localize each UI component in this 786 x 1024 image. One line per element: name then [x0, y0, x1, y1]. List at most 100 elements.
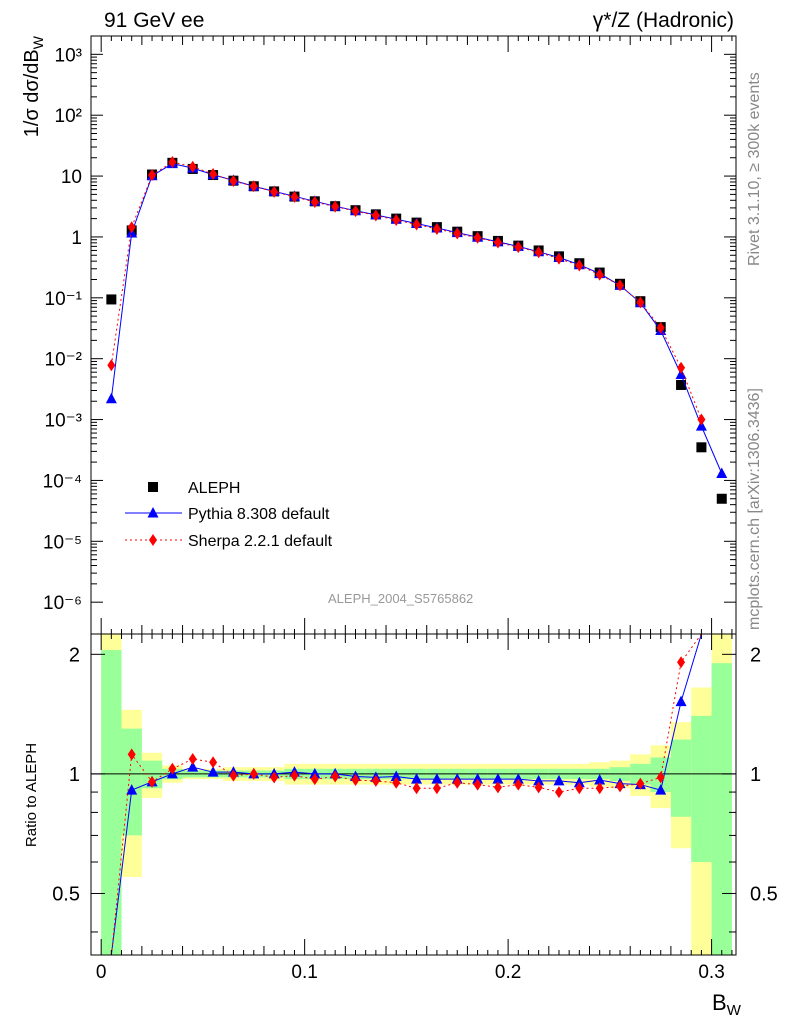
ratio-point — [229, 769, 238, 782]
ratio-point — [310, 773, 319, 786]
y-tick-label: 10⁻² — [45, 350, 83, 371]
legend-marker — [148, 482, 158, 492]
ratio-point — [126, 784, 138, 795]
ratio-point — [411, 773, 423, 784]
x-tick-label: 0 — [96, 962, 107, 983]
legend-label: Pythia 8.308 default — [188, 506, 330, 523]
band-inner — [141, 760, 163, 789]
y-tick-label: 10⁻⁴ — [43, 471, 82, 492]
ratio-y-tick-label: 0.5 — [52, 883, 80, 905]
ratio-point — [473, 778, 482, 791]
y-tick-label: 10⁻⁶ — [43, 593, 82, 614]
data-point — [697, 413, 706, 426]
band-inner — [121, 728, 142, 836]
ratio-y-tick-label: 2 — [69, 644, 80, 666]
ratio-point — [472, 773, 484, 784]
band-inner — [691, 715, 712, 863]
data-point — [270, 185, 279, 198]
band-inner — [711, 663, 732, 955]
data-point — [453, 227, 462, 240]
legend-label: ALEPH — [188, 480, 240, 497]
data-point — [534, 246, 543, 259]
data-point — [107, 359, 116, 372]
legend-marker — [149, 534, 157, 546]
ratio-y-tick-label: 2 — [750, 644, 761, 666]
y-tick-label: 10² — [55, 106, 82, 127]
ratio-y-tick-label: 1 — [750, 764, 761, 786]
data-point — [676, 379, 687, 390]
ratio-y-tick-label: 1 — [69, 764, 80, 786]
data-point — [575, 259, 584, 272]
ratio-point — [512, 773, 524, 784]
ratio-point — [270, 771, 279, 784]
data-point — [188, 160, 197, 173]
data-point — [595, 268, 604, 281]
series-line — [110, 163, 723, 474]
ratio-point — [677, 656, 686, 669]
data-point — [554, 252, 563, 265]
data-point — [392, 213, 401, 226]
y-tick-label: 10⁻¹ — [45, 289, 83, 310]
header-right-label: γ*/Z (Hadronic) — [592, 9, 734, 32]
series-line — [110, 161, 702, 420]
x-axis-label: BW — [712, 990, 742, 1019]
ratio-line — [110, 633, 702, 956]
ratio-point — [412, 782, 421, 795]
ratio-point — [351, 774, 360, 787]
ratio-point — [514, 778, 523, 791]
ratio-point — [187, 761, 199, 772]
ratio-point — [249, 767, 258, 780]
data-point — [677, 361, 686, 374]
band-inner — [670, 739, 692, 817]
ratio-point — [675, 695, 687, 707]
ratio-y-tick-label: 0.5 — [750, 883, 778, 905]
data-point — [290, 190, 299, 203]
ratio-point — [553, 774, 565, 786]
y-tick-label: 10 — [61, 167, 82, 188]
data-point — [716, 493, 727, 504]
ratio-point — [492, 773, 504, 784]
ratio-point — [636, 777, 645, 790]
ratio-point — [207, 766, 219, 777]
ratio-panel-frame — [90, 633, 737, 956]
data-point — [209, 168, 218, 181]
x-tick-label: 0.1 — [291, 962, 317, 983]
data-point — [473, 231, 482, 244]
ratio-point — [432, 782, 441, 795]
ratio-point — [554, 786, 563, 799]
data-point — [493, 236, 502, 249]
x-tick-label: 0.3 — [698, 962, 724, 983]
ratio-point — [575, 782, 584, 795]
data-point — [716, 467, 728, 478]
ratio-point — [616, 780, 625, 793]
data-point — [656, 321, 665, 334]
ratio-point — [371, 774, 380, 787]
header-left-label: 91 GeV ee — [104, 9, 205, 32]
data-point — [331, 200, 340, 213]
data-point — [432, 223, 441, 236]
ratio-line — [110, 633, 702, 956]
analysis-id-label: ALEPH_2004_S5765862 — [328, 591, 474, 606]
ratio-point — [168, 762, 177, 775]
y-tick-label: 1 — [71, 228, 82, 249]
ratio-point — [331, 770, 340, 783]
data-point — [351, 205, 360, 218]
data-point — [371, 209, 380, 222]
data-point — [105, 392, 117, 404]
data-point — [168, 156, 177, 169]
y-tick-label: 10³ — [55, 45, 82, 66]
band-inner — [101, 650, 122, 955]
data-point — [412, 218, 421, 231]
data-point — [310, 195, 319, 208]
main-y-axis-label: 1/σ dσ/dBW — [21, 35, 46, 137]
data-point — [675, 368, 687, 379]
ratio-point — [595, 782, 604, 795]
data-point — [229, 174, 238, 187]
y-tick-label: 10⁻⁵ — [43, 532, 82, 553]
ratio-point — [309, 767, 321, 779]
rivet-version-label: Rivet 3.1.10, ≥ 300k events — [746, 72, 763, 266]
ratio-point — [493, 781, 502, 794]
ratio-point — [534, 781, 543, 794]
ratio-point — [655, 784, 667, 795]
